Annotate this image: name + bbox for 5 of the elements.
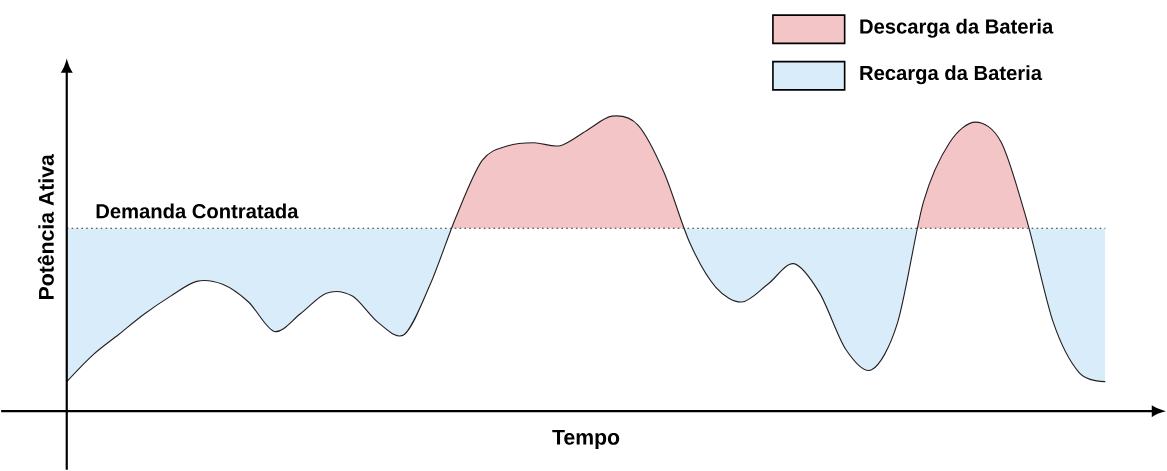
ref-line-label: Demanda Contratada	[96, 203, 299, 219]
legend-label: Descarga da Bateria	[860, 18, 1054, 38]
legend-label: Recarga da Bateria	[860, 65, 1043, 85]
x-axis-title: Tempo	[552, 429, 620, 449]
y-axis-title: Potência Ativa	[37, 154, 54, 300]
